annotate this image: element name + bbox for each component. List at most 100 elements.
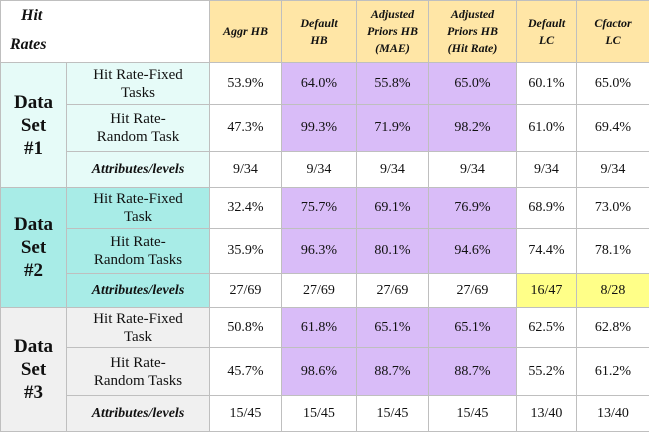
column-header-default-hb: Default HB	[282, 1, 357, 63]
row-label-attributes-levels: Attributes/levels	[67, 274, 210, 308]
table-cell: 15/45	[429, 396, 517, 432]
table-cell: 78.1%	[577, 229, 649, 274]
row-label-line: Hit Rate-Fixed	[93, 311, 183, 327]
column-header-adjusted-priors-mae: Adjusted Priors HB (MAE)	[357, 1, 429, 63]
table-cell: 13/40	[517, 396, 577, 432]
table-cell: 15/45	[282, 396, 357, 432]
row-label-line: Task	[124, 209, 152, 225]
header-line: Default	[300, 16, 337, 30]
table-cell: 62.5%	[517, 308, 577, 348]
set-label-line: #1	[24, 138, 43, 159]
table-cell: 65.1%	[429, 308, 517, 348]
row-label-attributes-levels: Attributes/levels	[67, 396, 210, 432]
header-line: Priors HB	[447, 24, 498, 38]
table-cell: 9/34	[357, 152, 429, 188]
table-cell: 27/69	[357, 274, 429, 308]
table-cell: 47.3%	[210, 105, 282, 152]
row-label-random-task: Hit Rate- Random Task	[67, 105, 210, 152]
table-cell: 76.9%	[429, 188, 517, 229]
table-cell: 9/34	[429, 152, 517, 188]
table-cell: 88.7%	[429, 348, 517, 396]
table-cell: 53.9%	[210, 63, 282, 105]
table-cell: 74.4%	[517, 229, 577, 274]
row-label-line: Hit Rate-	[110, 234, 165, 250]
table-cell: 69.1%	[357, 188, 429, 229]
header-line: HB	[310, 33, 327, 47]
table-cell: 13/40	[577, 396, 649, 432]
row-label-random-tasks: Hit Rate- Random Tasks	[67, 348, 210, 396]
header-line: Default	[528, 16, 565, 30]
table-cell: 80.1%	[357, 229, 429, 274]
table-cell: 65.1%	[357, 308, 429, 348]
table-cell: 68.9%	[517, 188, 577, 229]
row-label-line: Hit Rate-	[110, 111, 165, 127]
set-label-line: #2	[24, 260, 43, 281]
table-cell: 61.0%	[517, 105, 577, 152]
table-cell: 71.9%	[357, 105, 429, 152]
table-cell: 75.7%	[282, 188, 357, 229]
row-label-line: Tasks	[121, 85, 155, 101]
table-cell: 27/69	[282, 274, 357, 308]
row-label-line: Random Tasks	[94, 252, 182, 268]
set-label-line: Data	[14, 92, 53, 113]
row-label-line: Hit Rate-Fixed	[93, 191, 183, 207]
table-cell: 27/69	[210, 274, 282, 308]
table-row: Hit Rate- Random Tasks 45.7% 98.6% 88.7%…	[1, 348, 649, 396]
set-label-line: Set	[21, 359, 46, 380]
column-header-cfactor-lc: Cfactor LC	[577, 1, 649, 63]
table-cell: 61.8%	[282, 308, 357, 348]
corner-title-line2: Rates	[10, 36, 46, 54]
table-cell: 62.8%	[577, 308, 649, 348]
table-row: Data Set #3 Hit Rate-Fixed Task 50.8% 61…	[1, 308, 649, 348]
table-cell: 73.0%	[577, 188, 649, 229]
table-cell: 16/47	[517, 274, 577, 308]
table-cell: 55.2%	[517, 348, 577, 396]
data-set-3-label: Data Set #3	[1, 308, 67, 432]
corner-title: Hit Rates	[1, 1, 210, 63]
header-line: LC	[605, 33, 620, 47]
table-cell: 65.0%	[577, 63, 649, 105]
header-line: Adjusted	[371, 7, 414, 21]
table-cell: 45.7%	[210, 348, 282, 396]
row-label-fixed-task: Hit Rate-Fixed Task	[67, 188, 210, 229]
table-cell: 32.4%	[210, 188, 282, 229]
table-cell: 98.6%	[282, 348, 357, 396]
data-set-1-label: Data Set #1	[1, 63, 67, 188]
table-cell: 61.2%	[577, 348, 649, 396]
column-header-adjusted-priors-hit-rate: Adjusted Priors HB (Hit Rate)	[429, 1, 517, 63]
table-cell: 98.2%	[429, 105, 517, 152]
column-header-aggr-hb: Aggr HB	[210, 1, 282, 63]
header-line: Adjusted	[451, 7, 494, 21]
table-cell: 64.0%	[282, 63, 357, 105]
header-row: Hit Rates Aggr HB Default HB Adjusted Pr…	[1, 1, 649, 63]
header-line: Cfactor	[594, 16, 631, 30]
table-cell: 50.8%	[210, 308, 282, 348]
table-row: Attributes/levels 9/34 9/34 9/34 9/34 9/…	[1, 152, 649, 188]
row-label-line: Random Tasks	[94, 373, 182, 389]
table-cell: 69.4%	[577, 105, 649, 152]
table-cell: 9/34	[282, 152, 357, 188]
set-label-line: #3	[24, 382, 43, 403]
set-label-line: Data	[14, 336, 53, 357]
table-row: Hit Rate- Random Task 47.3% 99.3% 71.9% …	[1, 105, 649, 152]
data-set-2-label: Data Set #2	[1, 188, 67, 308]
table-row: Attributes/levels 27/69 27/69 27/69 27/6…	[1, 274, 649, 308]
row-label-fixed-tasks: Hit Rate-Fixed Tasks	[67, 63, 210, 105]
table-cell: 60.1%	[517, 63, 577, 105]
header-line: (Hit Rate)	[448, 41, 498, 55]
table-cell: 96.3%	[282, 229, 357, 274]
corner-title-line1: Hit	[21, 7, 42, 25]
row-label-line: Task	[124, 329, 152, 345]
row-label-attributes-levels: Attributes/levels	[67, 152, 210, 188]
table-cell: 15/45	[357, 396, 429, 432]
table-cell: 15/45	[210, 396, 282, 432]
row-label-fixed-task: Hit Rate-Fixed Task	[67, 308, 210, 348]
header-line: (MAE)	[375, 41, 410, 55]
table-cell: 55.8%	[357, 63, 429, 105]
set-label-line: Set	[21, 115, 46, 136]
header-line: Aggr HB	[223, 24, 268, 38]
set-label-line: Data	[14, 214, 53, 235]
table-cell: 99.3%	[282, 105, 357, 152]
table-cell: 9/34	[517, 152, 577, 188]
